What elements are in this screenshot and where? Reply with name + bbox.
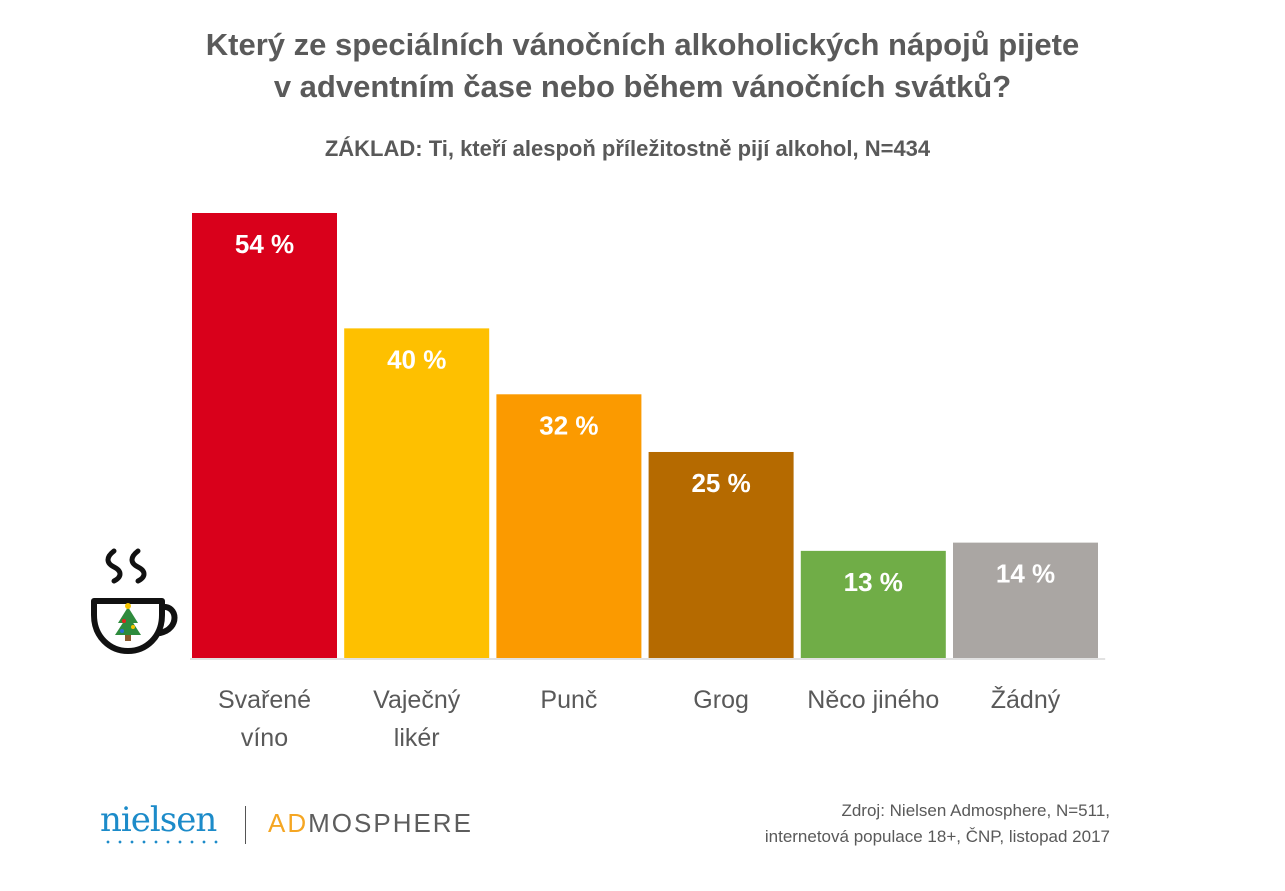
nielsen-logo: nielsen: [100, 800, 217, 840]
bar-value-label-3: 25 %: [691, 468, 750, 498]
bar-value-label-0: 54 %: [235, 229, 294, 259]
bar-4: [800, 550, 946, 658]
bar-value-label-2: 32 %: [539, 410, 598, 440]
category-label-3: Grog: [693, 686, 749, 714]
admosphere-logo-rest: MOSPHERE: [308, 808, 473, 838]
bar-5: [953, 542, 1098, 658]
category-label-2: Punč: [540, 686, 597, 714]
logo-divider: [245, 806, 246, 844]
chart-title-line-2: v adventním čase nebo během vánočních sv…: [273, 69, 1012, 104]
bar-0: [192, 213, 337, 658]
category-label-0-line-0: Svařené: [218, 686, 311, 714]
admosphere-logo: ADMOSPHERE: [268, 808, 473, 839]
nielsen-logo-dots: [102, 840, 222, 844]
chart-title-line-1: Který ze speciálních vánočních alkoholic…: [205, 27, 1080, 62]
source-line-2: internetová populace 18+, ČNP, listopad …: [764, 827, 1110, 846]
category-label-1-line-1: likér: [394, 724, 440, 752]
category-label-4: Něco jiného: [807, 686, 939, 714]
admosphere-logo-ad: AD: [268, 808, 309, 838]
source-note: Zdroj: Nielsen Admosphere, N=511, intern…: [765, 798, 1110, 850]
christmas-cup-icon: [91, 548, 178, 654]
category-label-5: Žádný: [991, 685, 1061, 714]
bar-value-label-4: 13 %: [844, 567, 903, 597]
category-label-1-line-0: Vaječný: [373, 686, 461, 714]
bar-value-label-5: 14 %: [996, 559, 1055, 589]
bar-value-label-1: 40 %: [387, 344, 446, 374]
chart-title: Který ze speciálních vánočních alkoholic…: [0, 24, 1285, 108]
category-label-0-line-1: víno: [241, 724, 288, 752]
bar-2: [496, 394, 642, 658]
bar-1: [344, 328, 490, 658]
chart-subtitle: ZÁKLAD: Ti, kteří alespoň příležitostně …: [324, 136, 931, 161]
source-line-1: Zdroj: Nielsen Admosphere, N=511,: [841, 801, 1110, 820]
bar-3: [648, 451, 794, 658]
